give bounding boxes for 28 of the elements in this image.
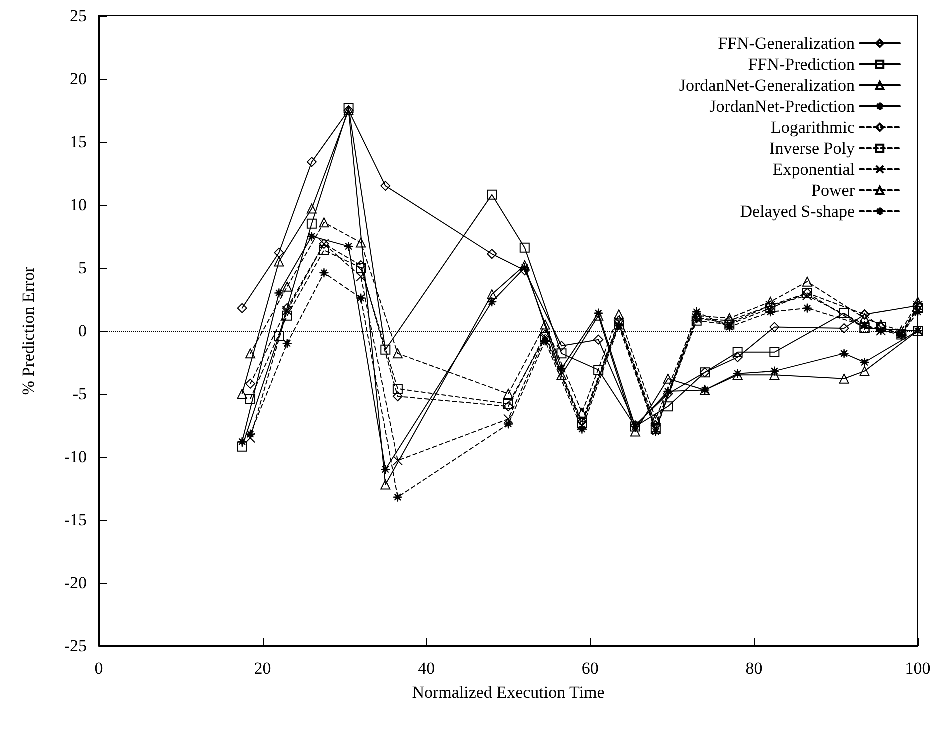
y-tick-label: 20 <box>70 70 87 88</box>
y-tick-label: 5 <box>78 258 87 278</box>
legend-label: FFN-Generalization <box>718 34 856 53</box>
x-tick-label: 0 <box>94 659 104 678</box>
y-tick-label: -20 <box>64 574 87 592</box>
x-tick-label: 60 <box>582 659 599 678</box>
y-tick-label: -15 <box>64 510 87 530</box>
x-tick-label: 20 <box>254 659 272 678</box>
y-axis-title: % Prediction Error <box>19 266 38 396</box>
legend-label: JordanNet-Generalization <box>679 76 856 95</box>
y-tick-label: -25 <box>64 636 87 656</box>
y-tick-label: -10 <box>64 448 87 466</box>
legend-label: FFN-Prediction <box>748 55 856 74</box>
y-tick-label: 25 <box>70 6 87 26</box>
legend-label: Logarithmic <box>770 118 856 137</box>
legend-label: Delayed S-shape <box>740 202 855 221</box>
y-tick-label: -5 <box>72 384 87 404</box>
y-tick-label: 15 <box>70 132 87 152</box>
y-tick-label: 10 <box>70 196 87 214</box>
legend-label: Inverse Poly <box>770 139 856 158</box>
legend-label: Power <box>812 181 856 200</box>
x-axis-title: Normalized Execution Time <box>412 683 605 702</box>
y-tick-label: 0 <box>78 322 87 340</box>
legend-label: JordanNet-Prediction <box>710 97 856 116</box>
legend-label: Exponential <box>772 160 856 179</box>
x-tick-label: 100 <box>905 659 931 678</box>
x-tick-label: 40 <box>418 659 436 678</box>
x-tick-label: 80 <box>746 659 763 678</box>
